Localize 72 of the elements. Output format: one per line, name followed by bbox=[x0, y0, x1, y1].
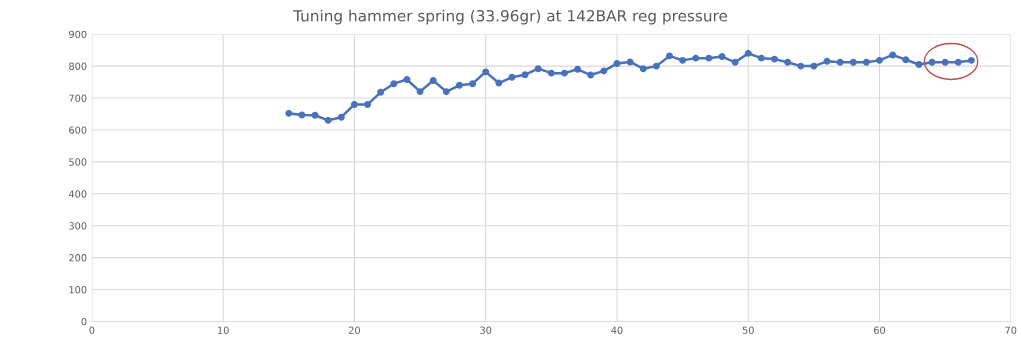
chart-title: Tuning hammer spring (33.96gr) at 142BAR reg pressure bbox=[293, 9, 728, 25]
point bbox=[902, 56, 910, 64]
point bbox=[666, 52, 673, 60]
point bbox=[731, 58, 739, 66]
point bbox=[705, 54, 713, 62]
point bbox=[797, 62, 805, 70]
point bbox=[600, 67, 608, 75]
y-tick-label: 600 bbox=[69, 126, 87, 134]
point bbox=[744, 49, 752, 57]
y-tick-label: 0 bbox=[81, 317, 87, 326]
y-tick-label: 400 bbox=[68, 190, 87, 198]
point bbox=[416, 88, 424, 96]
point bbox=[862, 58, 870, 66]
point bbox=[574, 65, 582, 73]
point bbox=[718, 53, 726, 61]
point bbox=[876, 56, 883, 64]
point bbox=[639, 65, 647, 73]
x-tick-label: 60 bbox=[874, 326, 886, 334]
point bbox=[442, 88, 450, 96]
point bbox=[311, 111, 319, 119]
y-tick-label: 500 bbox=[69, 158, 87, 166]
y-tick-label: 900 bbox=[69, 30, 87, 39]
point bbox=[534, 65, 542, 73]
point bbox=[613, 60, 621, 68]
x-tick-label: 20 bbox=[348, 326, 360, 334]
point bbox=[954, 58, 962, 66]
x-tick-label: 70 bbox=[1005, 326, 1017, 334]
x-tick-label: 0 bbox=[89, 326, 95, 334]
point bbox=[455, 81, 463, 89]
point bbox=[390, 80, 398, 88]
point bbox=[482, 68, 490, 76]
point bbox=[941, 58, 949, 66]
point bbox=[784, 58, 792, 66]
point bbox=[757, 54, 765, 62]
point bbox=[377, 88, 385, 96]
point bbox=[285, 109, 293, 117]
y-tick-label: 700 bbox=[69, 94, 87, 102]
y-tick-label: 300 bbox=[69, 222, 87, 230]
point bbox=[547, 69, 555, 77]
point bbox=[560, 69, 568, 77]
point bbox=[350, 100, 358, 108]
point bbox=[521, 71, 529, 79]
point bbox=[810, 62, 818, 70]
point bbox=[771, 55, 778, 63]
point bbox=[823, 57, 831, 65]
point bbox=[626, 58, 634, 66]
point bbox=[403, 76, 411, 83]
point bbox=[495, 79, 503, 87]
y-tick-label: 200 bbox=[69, 254, 87, 262]
point bbox=[364, 100, 372, 108]
point bbox=[679, 56, 687, 64]
point bbox=[429, 77, 437, 84]
y-tick-label: 100 bbox=[69, 286, 87, 294]
point bbox=[889, 51, 897, 59]
x-tick-label: 10 bbox=[218, 326, 229, 334]
point bbox=[508, 73, 516, 81]
point bbox=[469, 80, 477, 88]
point bbox=[324, 116, 332, 124]
point bbox=[652, 62, 660, 70]
point bbox=[928, 58, 936, 66]
x-tick-label: 50 bbox=[742, 326, 754, 334]
point bbox=[587, 71, 595, 79]
point bbox=[915, 61, 923, 68]
point bbox=[337, 113, 345, 121]
y-tick-label: 800 bbox=[69, 62, 87, 70]
x-tick-label: 40 bbox=[611, 326, 623, 334]
point bbox=[692, 54, 700, 62]
point bbox=[298, 111, 306, 119]
x-tick-label: 30 bbox=[480, 326, 492, 334]
point bbox=[836, 58, 844, 66]
point bbox=[849, 58, 857, 66]
point bbox=[967, 56, 975, 64]
